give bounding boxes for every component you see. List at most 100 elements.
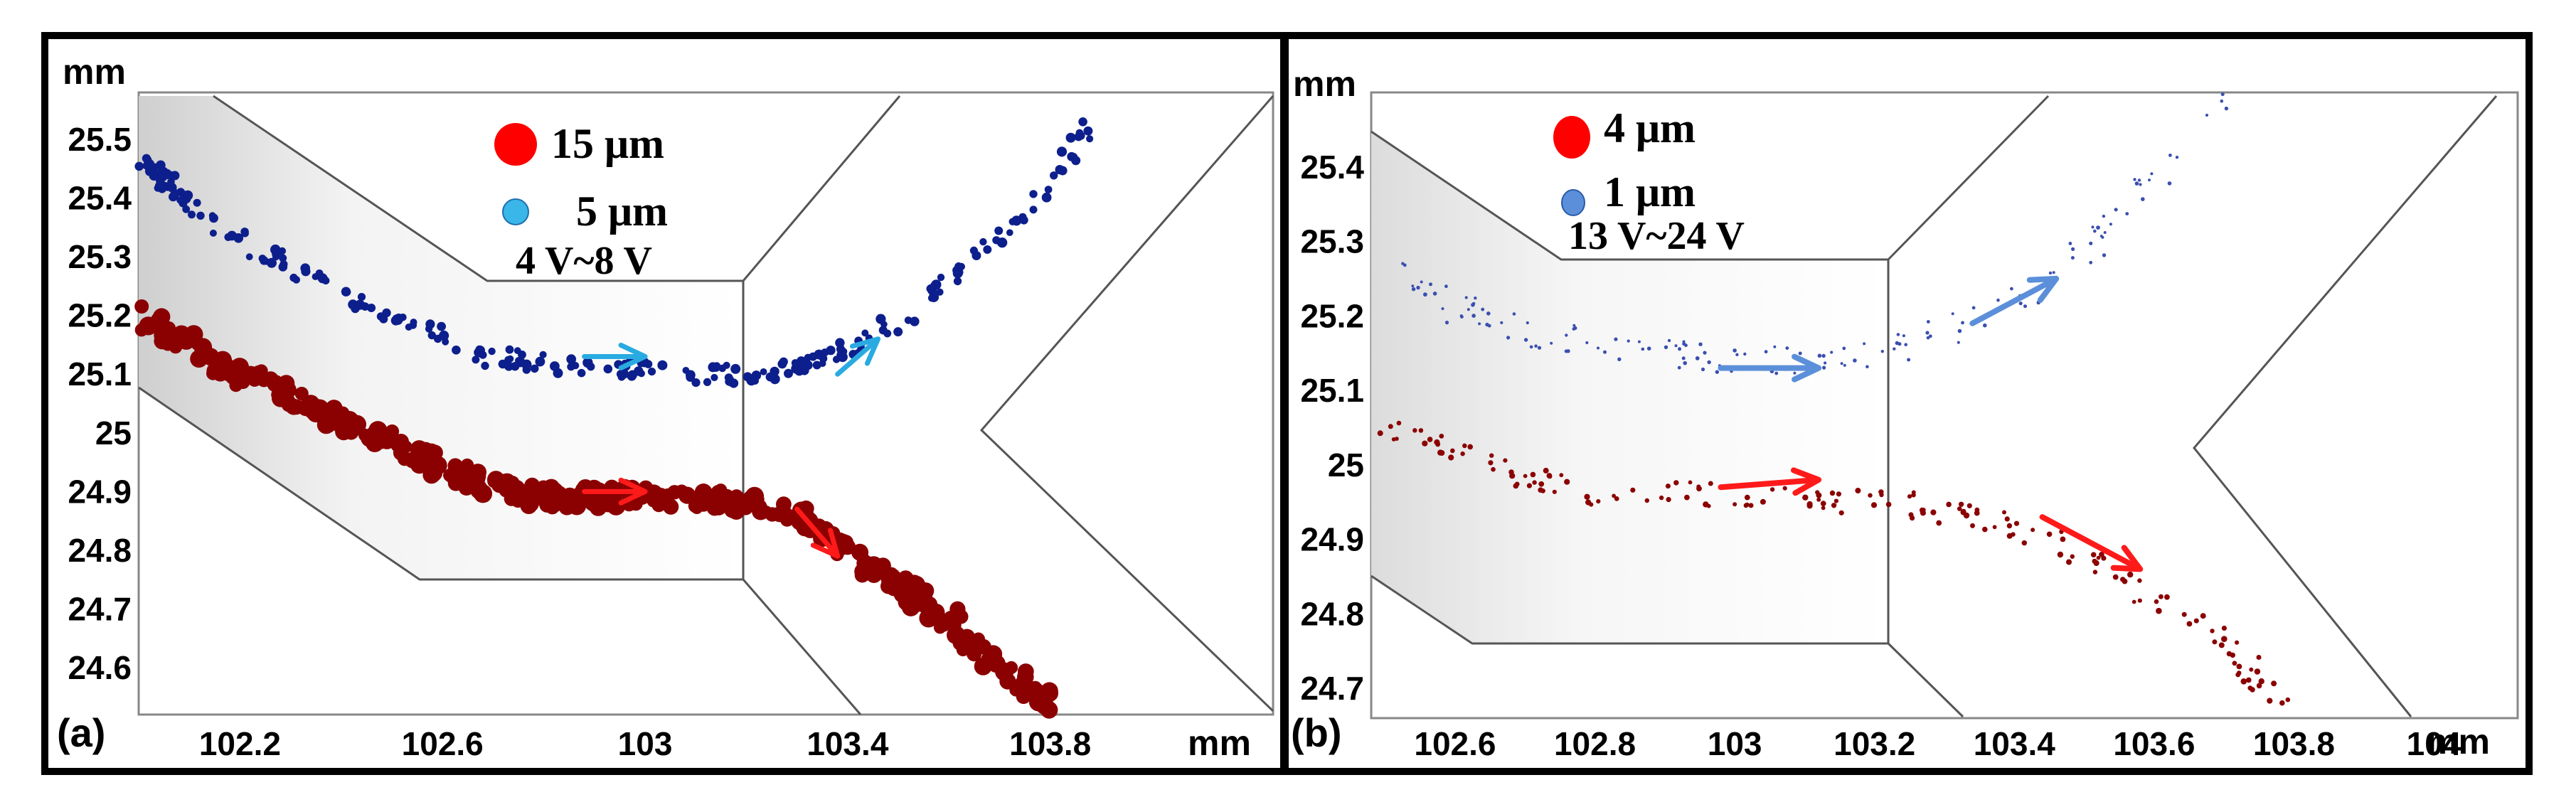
particle-point [2013, 520, 2020, 526]
particle-point [474, 348, 483, 358]
particle-point [1448, 454, 1454, 461]
particle-point [1880, 350, 1884, 353]
particle-point [1427, 437, 1433, 442]
particle-point [936, 288, 944, 296]
particle-point [1928, 334, 1932, 338]
particle-point [1926, 320, 1930, 324]
particle-point [134, 161, 144, 171]
particle-point [1821, 353, 1826, 358]
particle-point [1733, 348, 1737, 353]
particle-point [1703, 351, 1707, 355]
particle-point [1467, 444, 1473, 450]
particle-point [2271, 680, 2277, 687]
particle-point [2137, 598, 2142, 603]
particle-point [2254, 668, 2261, 675]
particle-point [1044, 186, 1053, 193]
particle-point [784, 368, 793, 378]
particle-point [1817, 353, 1822, 358]
legend-marker-5um [502, 198, 529, 225]
particle-point [1677, 365, 1681, 370]
particle-point [590, 501, 604, 514]
particle-point [395, 442, 410, 456]
particle-point [883, 329, 892, 338]
particle-point [691, 378, 701, 388]
plot-area-a [137, 91, 1274, 716]
particle-point [1086, 135, 1094, 143]
particle-point [885, 568, 900, 583]
particle-point [157, 184, 167, 193]
particle-point [1564, 479, 1570, 485]
particle-point [1821, 506, 1826, 511]
particle-point [1509, 473, 1516, 479]
particle-point [452, 346, 461, 355]
particle-point [1523, 474, 1528, 479]
particle-point [1831, 503, 1837, 508]
particle-point [2232, 661, 2237, 666]
particle-point [1798, 351, 1802, 356]
particle-point [2023, 304, 2027, 309]
particle-point [1785, 346, 1789, 350]
y-unit-b: mm [1293, 64, 1356, 104]
particle-point [2250, 687, 2255, 693]
particle-point [933, 621, 947, 634]
particle-point [1895, 341, 1899, 346]
particle-point [1926, 336, 1930, 340]
particle-point [1538, 481, 1545, 487]
particle-point [915, 590, 932, 607]
particle-point [710, 373, 718, 382]
particle-point [1532, 480, 1537, 485]
particle-point [1377, 430, 1383, 437]
particle-point [2096, 555, 2101, 560]
particle-point [2220, 92, 2225, 97]
particle-point [550, 361, 560, 371]
particle-point [972, 251, 981, 260]
y-tick-label: 25.4 [68, 180, 132, 217]
particle-point [272, 253, 280, 261]
particle-point [1911, 490, 1916, 495]
particle-point [1840, 362, 1843, 365]
particle-point [2004, 516, 2010, 522]
particle-point [1698, 342, 1703, 346]
particle-point [667, 485, 682, 500]
particle-point [1019, 215, 1028, 225]
particle-point [227, 230, 237, 241]
particle-point [348, 299, 358, 310]
particle-point [566, 354, 577, 365]
particle-point [425, 325, 433, 333]
particle-point [1951, 312, 1954, 316]
particle-point [780, 513, 794, 527]
particle-point [278, 262, 288, 272]
particle-point [1429, 282, 1432, 287]
particle-point [312, 273, 319, 280]
x-tick-label: 102.6 [402, 725, 484, 762]
particle-point [2093, 229, 2097, 233]
particle-point [245, 367, 258, 380]
particle-point [2167, 181, 2172, 186]
particle-point [1958, 501, 1964, 507]
particle-point [1666, 497, 1671, 503]
particle-point [1437, 449, 1444, 456]
particle-point [469, 464, 486, 481]
particle-point [953, 277, 962, 286]
particle-point [455, 471, 474, 490]
particle-point [521, 359, 532, 370]
particle-point [2093, 560, 2099, 567]
particle-point [393, 316, 400, 324]
particle-point [1641, 347, 1645, 351]
flow-arrow-head [618, 477, 648, 506]
particle-point [142, 154, 151, 163]
particle-point [161, 321, 176, 336]
particle-point [719, 488, 735, 505]
particle-point [1401, 262, 1405, 265]
panel-label-a: (a) [57, 710, 105, 755]
particle-point [760, 368, 767, 375]
particle-point [2175, 156, 2179, 159]
particle-point [405, 324, 413, 331]
ticks-a: 102.2 102.6 103 103.4 103.8 25.5 25.4 25.3 25.2 2… [68, 121, 1091, 762]
particle-point [134, 299, 149, 314]
y-tick-label: 24.9 [1300, 521, 1364, 558]
particle-point [1936, 520, 1942, 526]
particle-point [1830, 351, 1833, 354]
particle-point [543, 479, 560, 496]
particle-point [1802, 494, 1809, 501]
